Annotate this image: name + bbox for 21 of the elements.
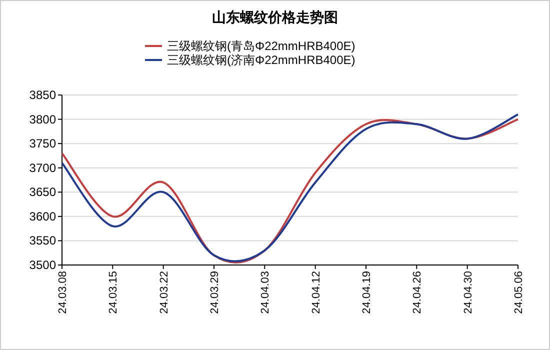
y-tick-label: 3750 [29, 136, 56, 151]
x-tick-label: 24.03.15 [108, 271, 120, 314]
legend-label: 三级螺纹钢(青岛Φ22mmHRB400E) [167, 39, 356, 53]
x-tick-label: 24.04.12 [310, 271, 322, 314]
y-tick-label: 3600 [29, 209, 56, 224]
y-tick-label: 3500 [29, 258, 56, 272]
x-tick-label: 24.04.03 [260, 271, 272, 314]
x-tick-label: 24.03.08 [57, 271, 69, 314]
x-tick-label: 24.05.06 [513, 271, 525, 314]
x-tick-label: 24.04.19 [361, 271, 373, 314]
x-tick-label: 24.04.30 [462, 271, 474, 314]
y-tick-label: 3700 [29, 160, 56, 175]
y-tick-label: 3650 [29, 185, 56, 200]
y-tick-label: 3850 [29, 88, 56, 102]
y-tick-label: 3550 [29, 234, 56, 248]
y-tick-label: 3800 [29, 112, 56, 126]
chart-title: 山东螺纹价格走势图 [212, 9, 338, 25]
x-tick-label: 24.03.22 [158, 271, 170, 314]
x-tick-label: 24.03.29 [209, 271, 221, 314]
legend-label: 三级螺纹钢(济南Φ22mmHRB400E) [167, 53, 356, 67]
x-tick-label: 24.04.26 [412, 271, 424, 314]
